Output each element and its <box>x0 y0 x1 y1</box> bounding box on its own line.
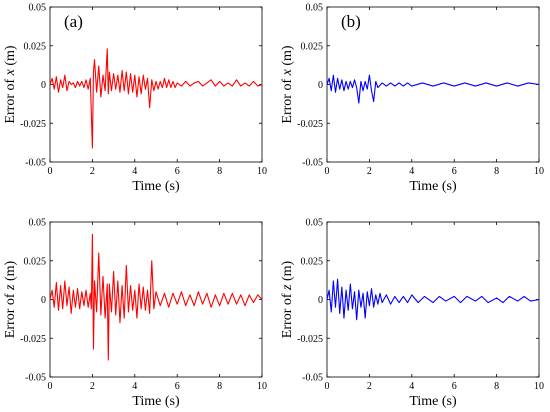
x-tick-label: 6 <box>175 166 180 177</box>
chart-panel-4: 0 2 4 6 8 10 0.05 0.025 0 -0.025 -0.05 Time (s) Erro… <box>280 218 544 410</box>
x-axis-label: Time (s) <box>409 179 457 194</box>
x-tick-label: 0 <box>48 166 53 177</box>
x-tick-label: 4 <box>132 381 137 392</box>
x-tick-label: 10 <box>257 166 267 177</box>
y-axis-label-prefix: Error of <box>280 75 295 123</box>
series-line-1 <box>49 233 263 361</box>
y-axis-label: Error of z (m) <box>3 260 18 338</box>
y-axis-label-variable: x <box>3 68 18 76</box>
chart-panel-1: 0 2 4 6 8 10 0.05 0.025 0 -0.025 -0.05 Time (s) Erro… <box>3 3 267 195</box>
y-tick-label: 0.025 <box>24 41 47 52</box>
y-axis-label-unit: (m) <box>280 45 295 69</box>
y-tick-label: -0.025 <box>20 334 46 345</box>
y-axis-label-variable: x <box>280 68 295 76</box>
chart-panel-3: 0 2 4 6 8 10 0.05 0.025 0 -0.025 -0.05 Time (s) Erro… <box>3 218 267 410</box>
panel-label: (b) <box>341 12 361 31</box>
y-axis-label: Error of z (m) <box>280 260 295 338</box>
x-tick-label: 8 <box>217 381 222 392</box>
x-tick-label: 4 <box>409 381 414 392</box>
x-tick-label: 6 <box>175 381 180 392</box>
series-line-1 <box>326 278 540 321</box>
y-axis-label-prefix: Error of <box>3 75 18 123</box>
y-axis-label-variable: z <box>3 284 18 291</box>
series-line-1 <box>49 48 263 149</box>
x-axis-label: Time (s) <box>409 394 457 409</box>
y-axis-label-unit: (m) <box>280 260 295 284</box>
y-tick-label: 0.025 <box>301 256 324 267</box>
y-tick-label: 0.05 <box>306 218 324 229</box>
y-tick-label: -0.025 <box>20 119 46 130</box>
y-axis-label-prefix: Error of <box>280 290 295 338</box>
chart-panel-2: 0 2 4 6 8 10 0.05 0.025 0 -0.025 -0.05 Time (s) Erro… <box>280 3 544 195</box>
y-axis-label-prefix: Error of <box>3 290 18 338</box>
x-tick-label: 2 <box>90 166 95 177</box>
x-tick-label: 2 <box>90 381 95 392</box>
x-axis-label: Time (s) <box>132 179 180 194</box>
x-tick-label: 4 <box>409 166 414 177</box>
y-tick-label: 0 <box>318 80 323 91</box>
x-tick-label: 4 <box>132 166 137 177</box>
x-tick-label: 8 <box>494 166 499 177</box>
y-tick-label: 0.05 <box>29 218 47 229</box>
y-tick-label: 0 <box>41 80 46 91</box>
y-tick-label: 0.05 <box>29 3 47 14</box>
y-tick-label: 0 <box>41 295 46 306</box>
x-tick-label: 8 <box>217 166 222 177</box>
y-tick-label: -0.05 <box>25 373 46 384</box>
y-tick-label: -0.05 <box>25 158 46 169</box>
series-line-1 <box>326 74 540 104</box>
y-tick-label: -0.05 <box>302 373 323 384</box>
x-tick-label: 2 <box>367 166 372 177</box>
y-tick-label: 0 <box>318 295 323 306</box>
x-tick-label: 10 <box>534 166 544 177</box>
x-axis-label: Time (s) <box>132 394 180 409</box>
y-axis-label: Error of x (m) <box>280 45 295 123</box>
y-tick-label: 0.025 <box>301 41 324 52</box>
panel-label: (a) <box>64 12 83 31</box>
y-tick-label: 0.05 <box>306 3 324 14</box>
x-tick-label: 0 <box>325 166 330 177</box>
y-tick-label: 0.025 <box>24 256 47 267</box>
y-axis-label: Error of x (m) <box>3 45 18 123</box>
y-tick-label: -0.025 <box>297 119 323 130</box>
x-tick-label: 10 <box>257 381 267 392</box>
x-tick-label: 0 <box>325 381 330 392</box>
y-axis-label-unit: (m) <box>3 260 18 284</box>
x-tick-label: 6 <box>452 166 457 177</box>
x-tick-label: 8 <box>494 381 499 392</box>
x-tick-label: 10 <box>534 381 544 392</box>
y-tick-label: -0.025 <box>297 334 323 345</box>
x-tick-label: 2 <box>367 381 372 392</box>
y-axis-label-variable: z <box>280 284 295 291</box>
y-tick-label: -0.05 <box>302 158 323 169</box>
x-tick-label: 6 <box>452 381 457 392</box>
y-axis-label-unit: (m) <box>3 45 18 69</box>
x-tick-label: 0 <box>48 381 53 392</box>
plot-frame <box>326 221 540 378</box>
